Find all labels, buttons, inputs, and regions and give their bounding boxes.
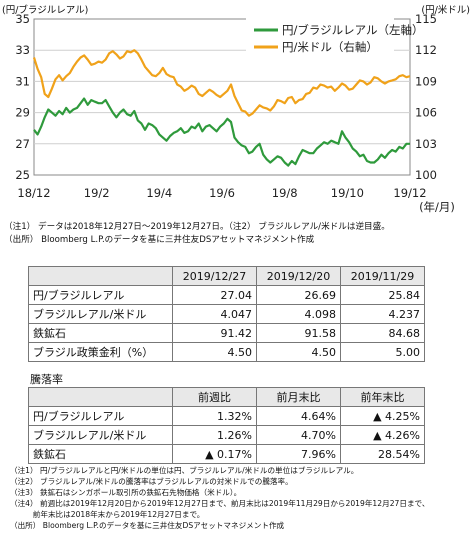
left-tick-label: 29 [15, 106, 30, 120]
row-label: ブラジルレアル/米ドル [28, 304, 173, 324]
table-header-row: 前週比 前月末比 前年末比 [28, 387, 425, 407]
column-header: 2019/12/27 [172, 266, 257, 286]
column-header: 2019/12/20 [256, 266, 341, 286]
table-cell: 84.68 [340, 323, 425, 343]
table-cell: 1.32% [172, 406, 257, 426]
table-row: 鉄鉱石 91.42 91.58 84.68 [28, 323, 425, 343]
table-cell: 4.098 [256, 304, 341, 324]
right-tick-label: 100 [415, 168, 437, 182]
x-tick-label: 19/6 [209, 186, 235, 200]
footnote-line: （注1） 円/ブラジルレアルと円/米ドルの単位は円、ブラジルレアル/米ドルの単位… [10, 466, 359, 475]
price-table: 2019/12/27 2019/12/20 2019/11/29 円/ブラジルレアル 2… [28, 266, 425, 362]
table-cell: 26.69 [256, 285, 341, 305]
table-row: ブラジル政策金利（%） 4.50 4.50 5.00 [28, 342, 425, 362]
table-cell: 28.54% [340, 444, 425, 464]
table-cell: 5.00 [340, 342, 425, 362]
table-row: 円/ブラジルレアル 1.32% 4.64% ▲ 4.25% [28, 406, 425, 426]
table-cell: 7.96% [256, 444, 341, 464]
x-axis-unit: (年/月) [419, 200, 455, 214]
table-cell: 4.70% [256, 425, 341, 445]
row-label: ブラジル政策金利（%） [28, 342, 173, 362]
right-tick-label: 109 [415, 74, 437, 88]
table-cell: 91.58 [256, 323, 341, 343]
row-label: 鉄鉱石 [28, 323, 173, 343]
table-cell: 91.42 [172, 323, 257, 343]
table-cell: ▲ 0.17% [172, 444, 257, 464]
x-tick-label: 19/8 [272, 186, 298, 200]
line-chart: 35 33 31 29 27 25 115 112 109 106 103 100 18/12 19/2 1… [15, 12, 455, 214]
left-tick-label: 31 [15, 74, 30, 88]
row-label: 円/ブラジルレアル [28, 285, 173, 305]
x-tick-label: 19/12 [393, 186, 426, 200]
right-axis-unit: (円/米ドル) [421, 5, 470, 16]
column-header: 前週比 [172, 387, 257, 407]
chart-note-2: （出所） Bloomberg L.P.のデータを基に三井住友DSアセットマネジメ… [4, 235, 315, 245]
table-cell: 27.04 [172, 285, 257, 305]
x-tick-label: 19/10 [331, 186, 364, 200]
table-row: ブラジルレアル/米ドル 1.26% 4.70% ▲ 4.26% [28, 425, 425, 445]
right-tick-label: 106 [415, 106, 437, 120]
legend-label: 円/ブラジルレアル（左軸） [282, 23, 424, 37]
column-header [28, 266, 173, 286]
x-tick-label: 18/12 [17, 186, 50, 200]
row-label: 鉄鉱石 [28, 444, 173, 464]
footnote-line: （注2） ブラジルレアル/米ドルの騰落率はブラジルレアルの対米ドルでの騰落率。 [10, 477, 293, 486]
column-header: 前年末比 [340, 387, 425, 407]
change-rate-table: 前週比 前月末比 前年末比 円/ブラジルレアル 1.32% 4.64% ▲ 4.25% ブラジ… [28, 387, 425, 464]
right-tick-label: 112 [415, 43, 437, 57]
table-cell: 4.047 [172, 304, 257, 324]
column-header: 前月末比 [256, 387, 341, 407]
table-row: ブラジルレアル/米ドル 4.047 4.098 4.237 [28, 304, 425, 324]
table-cell: ▲ 4.25% [340, 406, 425, 426]
table-cell: 1.26% [172, 425, 257, 445]
series-line-right [32, 49, 411, 117]
plot-frame [33, 18, 411, 176]
row-label: ブラジルレアル/米ドル [28, 425, 173, 445]
chart-note-1: （注1） データは2018年12月27日～2019年12月27日。（注2） ブラ… [4, 222, 390, 232]
column-header: 2019/11/29 [340, 266, 425, 286]
series-line-left [33, 97, 410, 167]
left-tick-label: 35 [15, 12, 30, 26]
left-axis-unit: (円/ブラジルレアル) [2, 5, 89, 16]
table-row: 円/ブラジルレアル 27.04 26.69 25.84 [28, 285, 425, 305]
column-header [28, 387, 173, 407]
row-label: 円/ブラジルレアル [28, 406, 173, 426]
table-cell: 25.84 [340, 285, 425, 305]
legend-label: 円/米ドル（右軸） [282, 40, 378, 54]
change-rate-title: 騰落率 [30, 373, 63, 386]
legend-box [246, 18, 394, 56]
footnote-line: （出所） Bloomberg L.P.のデータを基に三井住友DSアセットマネジメ… [10, 521, 285, 530]
table-cell: ▲ 4.26% [340, 425, 425, 445]
x-tick-label: 19/4 [146, 186, 172, 200]
footnote-line: （注3） 鉄鉱石はシンガポール取引所の鉄鉱石先物価格（米ドル）。 [10, 488, 242, 497]
footnote-line: （注4） 前週比は2019年12月20日から2019年12月27日まで、前月末比… [10, 499, 430, 508]
table-cell: 4.50 [172, 342, 257, 362]
table-cell: 4.50 [256, 342, 341, 362]
left-tick-label: 25 [15, 168, 30, 182]
left-tick-label: 33 [15, 43, 30, 57]
table-cell: 4.64% [256, 406, 341, 426]
footnote-line: 前年末比は2018年末から2019年12月27日まで。 [10, 510, 205, 519]
table-header-row: 2019/12/27 2019/12/20 2019/11/29 [28, 266, 425, 286]
left-tick-label: 27 [15, 137, 30, 151]
right-tick-label: 103 [415, 137, 437, 151]
table-row: 鉄鉱石 ▲ 0.17% 7.96% 28.54% [28, 444, 425, 464]
table-cell: 4.237 [340, 304, 425, 324]
x-tick-label: 19/2 [84, 186, 110, 200]
right-tick-label: 115 [415, 12, 437, 26]
